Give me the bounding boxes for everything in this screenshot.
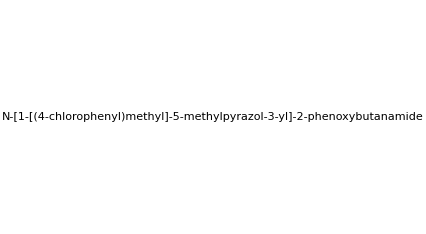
Text: N-[1-[(4-chlorophenyl)methyl]-5-methylpyrazol-3-yl]-2-phenoxybutanamide: N-[1-[(4-chlorophenyl)methyl]-5-methylpy… [2, 112, 424, 122]
